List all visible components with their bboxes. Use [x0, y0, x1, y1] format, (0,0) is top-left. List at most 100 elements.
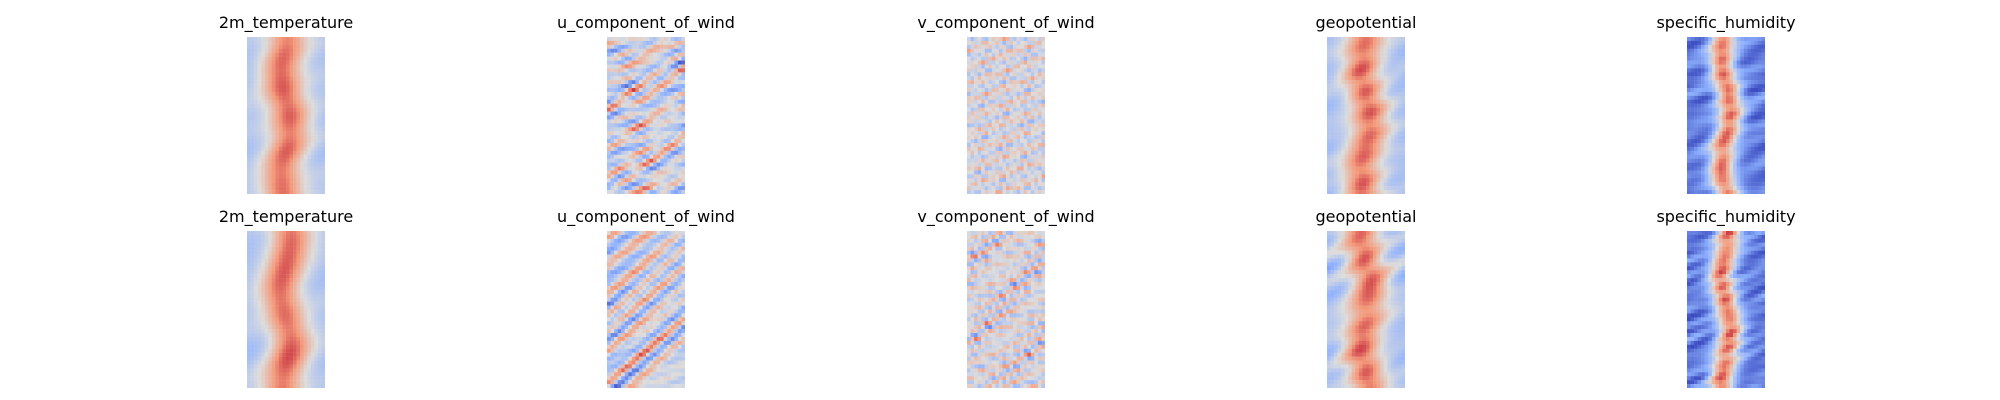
heatmap-cell: [271, 146, 276, 152]
heatmap-cell: [677, 107, 682, 112]
heatmap-cell: [1034, 111, 1039, 116]
heatmap-cell: [286, 170, 290, 175]
heatmap-cell: [984, 146, 989, 152]
heatmap-cell: [638, 131, 643, 136]
heatmap-cell: [621, 162, 625, 167]
heatmap-cell: [261, 127, 265, 132]
heatmap-cell: [1002, 99, 1007, 104]
heatmap-cell: [1747, 111, 1751, 116]
heatmap-cell: [617, 80, 622, 85]
heatmap-cell: [1687, 72, 1691, 77]
heatmap-cell: [1348, 135, 1352, 140]
heatmap-cell: [1743, 76, 1748, 81]
heatmap-cell: [1397, 174, 1402, 179]
heatmap-cell: [289, 231, 294, 236]
heatmap-cell: [981, 170, 985, 175]
heatmap-cell: [1747, 107, 1751, 112]
heatmap-cell: [1009, 174, 1014, 179]
heatmap-cell: [1327, 186, 1331, 191]
heatmap-cell: [250, 270, 255, 275]
heatmap-cell: [261, 37, 265, 42]
heatmap-cell: [1715, 142, 1720, 148]
heatmap-cell: [1351, 158, 1356, 163]
heatmap-cell: [1694, 127, 1698, 132]
heatmap-cell: [264, 329, 269, 334]
heatmap-cell: [967, 119, 971, 124]
heatmap-cell: [1344, 80, 1349, 85]
heatmap-cell: [638, 48, 643, 53]
heatmap-cell: [1034, 107, 1039, 112]
heatmap-cell: [607, 99, 611, 104]
heatmap-cell: [286, 289, 290, 294]
heatmap-cell: [247, 166, 251, 171]
heatmap-cell: [1401, 88, 1405, 93]
heatmap-cell: [1327, 103, 1331, 108]
heatmap-cell: [1023, 52, 1028, 57]
heatmap-cell: [1694, 80, 1698, 85]
heatmap-cell: [981, 64, 985, 69]
heatmap-cell: [646, 166, 650, 171]
heatmap-cell: [614, 123, 618, 128]
heatmap-cell: [1041, 190, 1045, 194]
heatmap-cell: [1037, 154, 1042, 159]
heatmap-cell: [257, 84, 262, 89]
heatmap-cell: [317, 174, 322, 179]
heatmap-cell: [638, 115, 643, 120]
heatmap-cell: [310, 309, 315, 314]
heatmap-cell: [307, 250, 311, 255]
heatmap-cell: [970, 162, 975, 167]
heatmap-cell: [974, 68, 978, 73]
heatmap-cell: [1704, 158, 1709, 163]
heatmap-cell: [1358, 123, 1363, 128]
heatmap-cell: [984, 95, 989, 100]
heatmap-cell: [271, 178, 276, 183]
heatmap-cell: [261, 325, 265, 330]
heatmap-cell: [250, 76, 255, 81]
heatmap-cell: [1718, 95, 1723, 100]
heatmap-cell: [268, 88, 272, 93]
heatmap-cell: [1023, 56, 1028, 61]
heatmap-cell: [1020, 154, 1024, 159]
heatmap-cell: [1380, 123, 1384, 128]
heatmap-cell: [1387, 111, 1391, 116]
heatmap-cell: [1711, 48, 1716, 53]
heatmap-cell: [1394, 103, 1399, 108]
heatmap-cell: [261, 150, 265, 155]
heatmap-cell: [1708, 146, 1712, 152]
heatmap-cell: [1006, 154, 1010, 159]
heatmap-cell: [1390, 76, 1395, 81]
heatmap-cell: [1694, 131, 1698, 136]
heatmap-cell: [1687, 48, 1691, 53]
heatmap-cell: [1016, 40, 1021, 46]
heatmap-cell: [286, 186, 290, 191]
heatmap-cell: [282, 305, 287, 310]
heatmap-cell: [1740, 76, 1744, 81]
heatmap-cell: [296, 166, 301, 171]
heatmap-cell: [1380, 72, 1384, 77]
heatmap-cell: [656, 178, 661, 183]
heatmap-cell: [681, 72, 685, 77]
heatmap-cell: [271, 174, 276, 179]
heatmap-cell: [1701, 174, 1705, 179]
heatmap-cell: [638, 44, 643, 49]
heatmap-cell: [1366, 68, 1370, 73]
heatmap-cell: [293, 321, 297, 326]
heatmap-cell: [667, 84, 671, 89]
heatmap-cell: [1027, 64, 1031, 69]
heatmap-cell: [1351, 142, 1356, 148]
heatmap-cell: [293, 44, 297, 49]
heatmap-cell: [1366, 76, 1370, 81]
heatmap-cell: [674, 146, 679, 152]
heatmap-cell: [1690, 135, 1695, 140]
heatmap-cell: [1341, 84, 1345, 89]
heatmap-cell: [1020, 103, 1024, 108]
heatmap-cell: [1743, 135, 1748, 140]
heatmap-cell: [631, 107, 636, 112]
heatmap-cell: [631, 166, 636, 171]
heatmap-cell: [1390, 44, 1395, 49]
heatmap-cell: [278, 325, 283, 330]
heatmap-cell: [264, 174, 269, 179]
heatmap-cell: [967, 103, 971, 108]
heatmap-cell: [1701, 72, 1705, 77]
heatmap-cell: [981, 68, 985, 73]
